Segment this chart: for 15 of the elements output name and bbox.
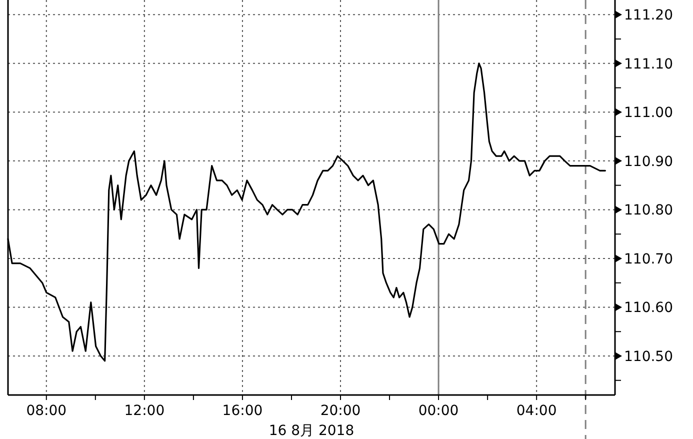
y-tick-label: 111.00 xyxy=(624,105,673,122)
x-tick-label: 08:00 xyxy=(26,403,67,419)
x-axis-title: 16 8月 2018 xyxy=(268,423,354,439)
y-tick-label: 110.90 xyxy=(624,154,673,170)
x-tick-label: 00:00 xyxy=(418,403,459,419)
y-tick-label: 110.50 xyxy=(624,348,673,365)
y-tick-label: 110.80 xyxy=(624,202,673,219)
x-tick-label: 04:00 xyxy=(516,403,557,419)
y-tick-label: 110.60 xyxy=(624,300,673,316)
x-tick-label: 20:00 xyxy=(320,403,361,419)
y-tick-label: 110.70 xyxy=(624,251,673,268)
x-tick-label: 16:00 xyxy=(222,403,263,419)
y-tick-label: 111.20 xyxy=(624,8,673,24)
y-tick-label: 111.10 xyxy=(624,56,673,72)
x-tick-label: 12:00 xyxy=(124,403,165,419)
